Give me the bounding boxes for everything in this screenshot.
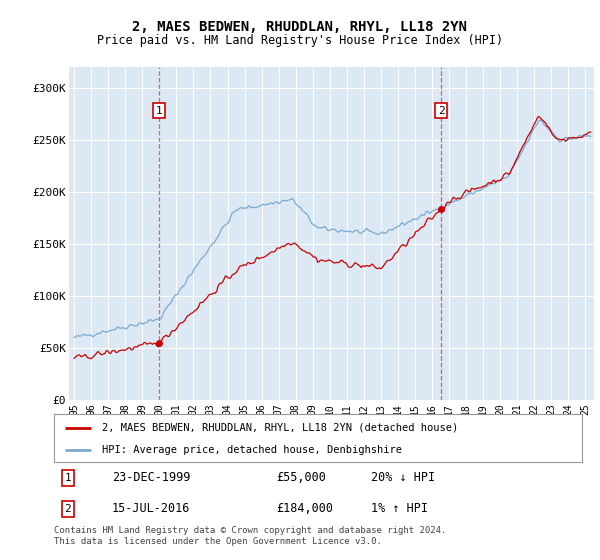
Text: £184,000: £184,000 [276,502,333,515]
Text: 2: 2 [65,504,71,514]
Text: HPI: Average price, detached house, Denbighshire: HPI: Average price, detached house, Denb… [101,445,401,455]
Text: 1% ↑ HPI: 1% ↑ HPI [371,502,428,515]
Text: 15-JUL-2016: 15-JUL-2016 [112,502,190,515]
Text: 20% ↓ HPI: 20% ↓ HPI [371,471,435,484]
Text: 2, MAES BEDWEN, RHUDDLAN, RHYL, LL18 2YN (detached house): 2, MAES BEDWEN, RHUDDLAN, RHYL, LL18 2YN… [101,423,458,433]
Text: £55,000: £55,000 [276,471,326,484]
Text: 2: 2 [438,105,445,115]
Text: 23-DEC-1999: 23-DEC-1999 [112,471,190,484]
Text: 1: 1 [155,105,162,115]
Text: Contains HM Land Registry data © Crown copyright and database right 2024.
This d: Contains HM Land Registry data © Crown c… [54,526,446,546]
Text: 2, MAES BEDWEN, RHUDDLAN, RHYL, LL18 2YN: 2, MAES BEDWEN, RHUDDLAN, RHYL, LL18 2YN [133,20,467,34]
Text: 1: 1 [65,473,71,483]
Text: Price paid vs. HM Land Registry's House Price Index (HPI): Price paid vs. HM Land Registry's House … [97,34,503,46]
